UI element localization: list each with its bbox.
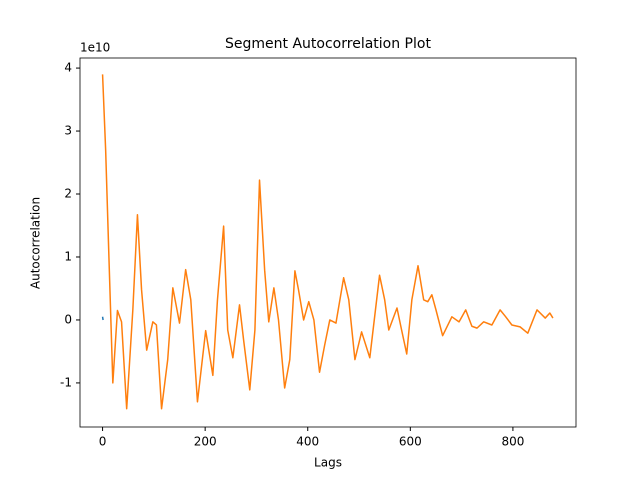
data-line (101, 74, 554, 410)
data-line (101, 316, 104, 321)
x-axis-label: Lags (314, 456, 342, 470)
y-axis-label: Autocorrelation (29, 197, 43, 289)
y-tick-label: -1 (60, 375, 72, 389)
chart-title: Segment Autocorrelation Plot (225, 36, 431, 52)
plot-frame (79, 57, 577, 428)
x-tick-label: 800 (501, 435, 524, 449)
y-scale-label: 1e10 (80, 41, 110, 55)
x-tick-label: 400 (296, 435, 319, 449)
x-tick-label: 600 (399, 435, 422, 449)
x-tick-label: 200 (194, 435, 217, 449)
y-tick-label: 0 (64, 312, 72, 326)
y-tick-label: 2 (64, 187, 72, 201)
x-tick-label: 0 (99, 435, 107, 449)
y-tick-label: 1 (64, 249, 72, 263)
y-tick-label: 3 (64, 124, 72, 138)
y-tick-label: 4 (64, 61, 72, 75)
